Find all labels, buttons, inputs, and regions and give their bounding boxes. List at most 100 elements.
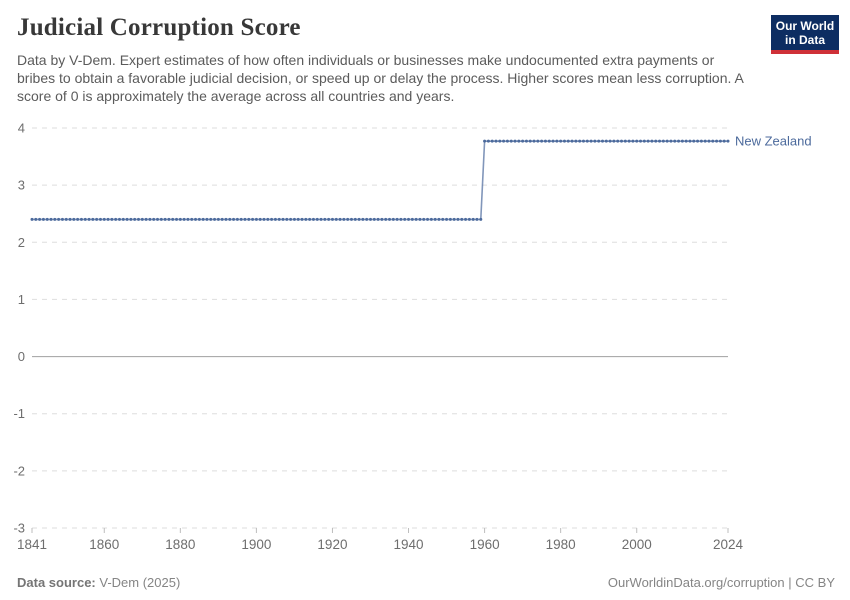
data-point[interactable] [380,217,384,221]
data-point[interactable] [418,217,422,221]
data-point[interactable] [540,139,544,143]
data-point[interactable] [163,217,167,221]
data-point[interactable] [171,217,175,221]
entity-label[interactable]: New Zealand [735,134,812,149]
data-point[interactable] [703,139,707,143]
data-point[interactable] [566,139,570,143]
data-point[interactable] [319,217,323,221]
data-point[interactable] [502,139,506,143]
data-point[interactable] [167,217,171,221]
data-point[interactable] [346,217,350,221]
data-point[interactable] [239,217,243,221]
data-point[interactable] [45,217,49,221]
data-point[interactable] [581,139,585,143]
data-point[interactable] [178,217,182,221]
data-point[interactable] [391,217,395,221]
data-point[interactable] [475,217,479,221]
data-point[interactable] [243,217,247,221]
data-point[interactable] [273,217,277,221]
data-point[interactable] [152,217,156,221]
data-point[interactable] [133,217,137,221]
data-point[interactable] [646,139,650,143]
data-point[interactable] [175,217,179,221]
data-point[interactable] [665,139,669,143]
data-point[interactable] [342,217,346,221]
data-point[interactable] [289,217,293,221]
data-point[interactable] [182,217,186,221]
data-point[interactable] [296,217,300,221]
data-point[interactable] [281,217,285,221]
data-point[interactable] [186,217,190,221]
data-point[interactable] [262,217,266,221]
data-point[interactable] [338,217,342,221]
data-point[interactable] [197,217,201,221]
data-point[interactable] [726,139,730,143]
data-point[interactable] [304,217,308,221]
data-point[interactable] [205,217,209,221]
data-point[interactable] [410,217,414,221]
data-point[interactable] [292,217,296,221]
data-point[interactable] [136,217,140,221]
data-point[interactable] [140,217,144,221]
data-point[interactable] [612,139,616,143]
data-point[interactable] [483,139,487,143]
data-point[interactable] [102,217,106,221]
data-point[interactable] [144,217,148,221]
data-point[interactable] [562,139,566,143]
data-point[interactable] [696,139,700,143]
data-point[interactable] [570,139,574,143]
data-point[interactable] [365,217,369,221]
data-point[interactable] [585,139,589,143]
data-point[interactable] [452,217,456,221]
data-point[interactable] [53,217,57,221]
data-point[interactable] [559,139,563,143]
data-point[interactable] [308,217,312,221]
data-point[interactable] [547,139,551,143]
data-point[interactable] [722,139,726,143]
data-point[interactable] [616,139,620,143]
data-point[interactable] [718,139,722,143]
data-point[interactable] [266,217,270,221]
data-point[interactable] [349,217,353,221]
data-point[interactable] [72,217,76,221]
series-line[interactable] [32,140,728,221]
data-point[interactable] [376,217,380,221]
data-point[interactable] [64,217,68,221]
data-point[interactable] [715,139,719,143]
data-point[interactable] [213,217,217,221]
data-point[interactable] [330,217,334,221]
data-point[interactable] [422,217,426,221]
data-point[interactable] [117,217,121,221]
data-point[interactable] [190,217,194,221]
data-point[interactable] [361,217,365,221]
data-point[interactable] [251,217,255,221]
data-point[interactable] [224,217,228,221]
data-point[interactable] [258,217,262,221]
data-point[interactable] [83,217,87,221]
data-point[interactable] [388,217,392,221]
data-point[interactable] [156,217,160,221]
data-point[interactable] [300,217,304,221]
license-link[interactable]: CC BY [795,575,835,590]
data-point[interactable] [699,139,703,143]
data-point[interactable] [593,139,597,143]
data-point[interactable] [372,217,376,221]
data-point[interactable] [353,217,357,221]
data-point[interactable] [555,139,559,143]
data-point[interactable] [639,139,643,143]
data-point[interactable] [680,139,684,143]
data-point[interactable] [654,139,658,143]
data-point[interactable] [121,217,125,221]
data-point[interactable] [505,139,509,143]
data-point[interactable] [623,139,627,143]
data-point[interactable] [357,217,361,221]
data-point[interactable] [98,217,102,221]
data-point[interactable] [76,217,80,221]
data-point[interactable] [627,139,631,143]
data-point[interactable] [642,139,646,143]
data-point[interactable] [509,139,513,143]
data-point[interactable] [677,139,681,143]
data-point[interactable] [429,217,433,221]
data-point[interactable] [604,139,608,143]
